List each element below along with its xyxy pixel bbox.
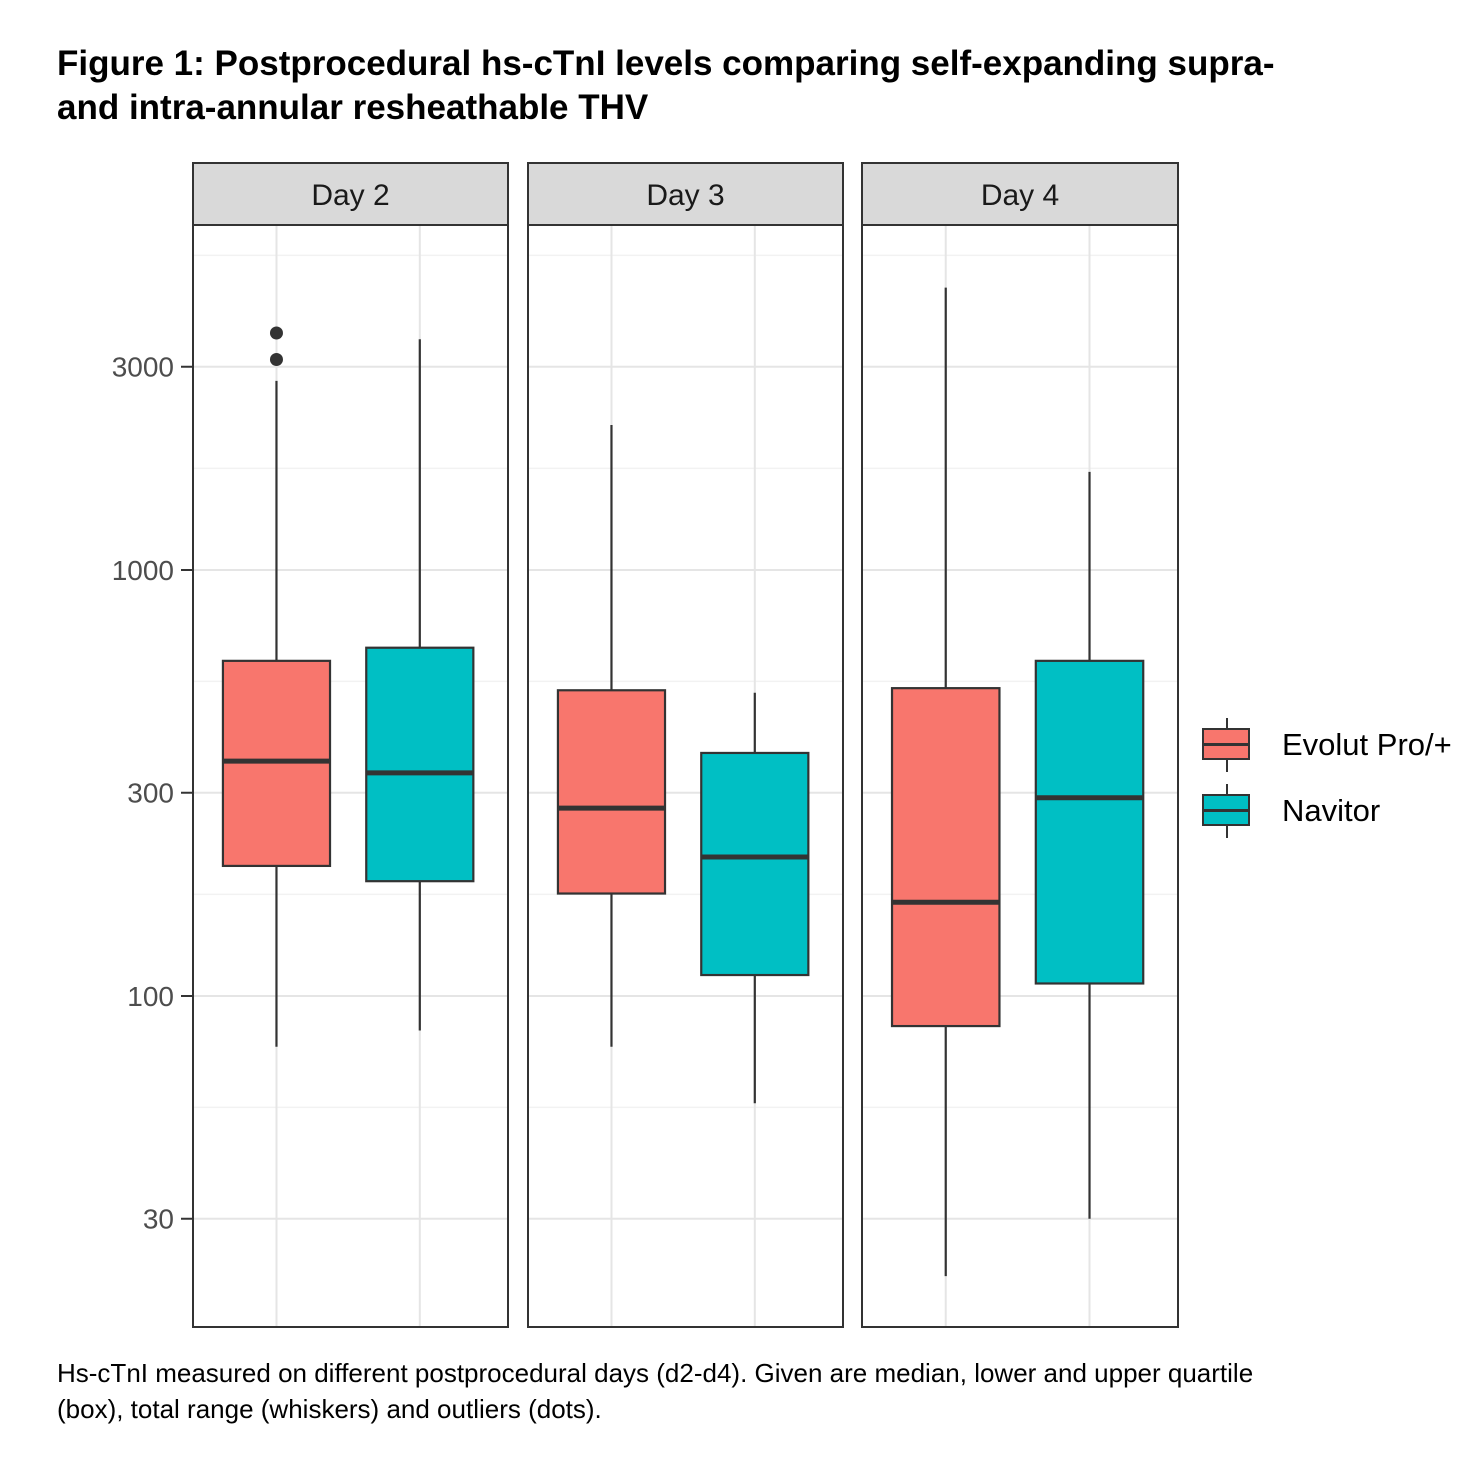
legend-key-navitor (1200, 784, 1254, 838)
boxplot-chart: 30 100 300 1000 3000 Day 2 Day 3 Day 4 (112, 162, 1179, 1328)
facet-strip (527, 162, 844, 226)
facet-label: Day 2 (311, 179, 389, 212)
facet-label: Day 3 (646, 179, 724, 212)
box (365, 646, 475, 883)
y-tick-label: 30 (143, 1204, 174, 1235)
legend-label-evolut: Evolut Pro/+ (1282, 727, 1452, 762)
figure-title-line-1: Figure 1: Postprocedural hs-cTnI levels … (57, 44, 1275, 83)
outlier-point (269, 326, 283, 340)
y-tick-label: 1000 (112, 555, 174, 586)
figure-title: Figure 1: Postprocedural hs-cTnI levels … (57, 42, 1417, 130)
box (1034, 659, 1145, 985)
figure-title-line-2: and intra-annular resheathable THV (57, 88, 649, 127)
box (890, 687, 1001, 1028)
y-tick-label: 100 (127, 981, 174, 1012)
facet-strip (861, 162, 1179, 226)
facet-label: Day 4 (981, 179, 1059, 212)
caption-line-1: Hs-cTnI measured on different postproced… (57, 1358, 1254, 1388)
figure-caption: Hs-cTnI measured on different postproced… (57, 1355, 1447, 1427)
caption-line-2: (box), total range (whiskers) and outlie… (57, 1394, 602, 1424)
y-tick-label: 3000 (112, 352, 174, 383)
box (556, 689, 667, 895)
outlier-point (269, 352, 283, 366)
box (700, 751, 810, 977)
legend-label-navitor: Navitor (1282, 793, 1381, 828)
facet-strip (192, 162, 509, 226)
y-tick-label: 300 (127, 778, 174, 809)
legend-key-evolut (1200, 718, 1254, 772)
